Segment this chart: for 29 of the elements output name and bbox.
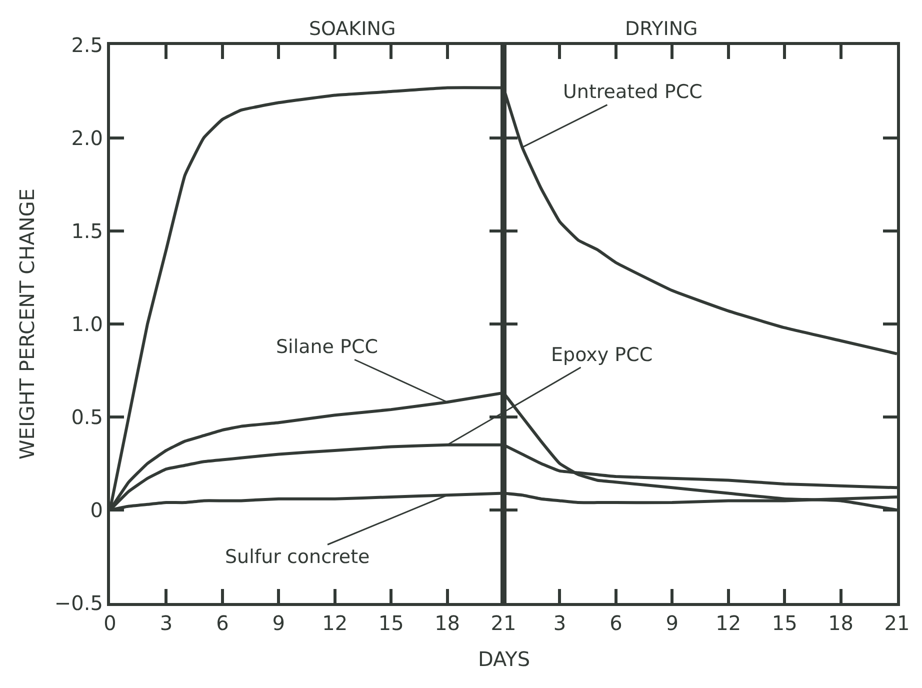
- x-tick-label: 15: [772, 611, 798, 635]
- text: Sulfur concrete: [225, 546, 370, 568]
- y-tick-label: 1.0: [71, 312, 103, 336]
- x-tick-label: 3: [553, 611, 566, 635]
- x-axis-title: DAYS: [478, 647, 530, 671]
- legend-label: Untreated PCC: [563, 81, 702, 103]
- chart-title: SOAKING: [309, 18, 396, 40]
- y-tick-label: −0.5: [54, 591, 103, 615]
- text: Epoxy PCC: [551, 344, 653, 366]
- x-tick-label: 9: [272, 611, 286, 635]
- x-tick-label: 21: [884, 611, 910, 635]
- x-tick-label: 12: [322, 611, 348, 635]
- y-tick-label: 2.5: [71, 33, 103, 57]
- y-tick-label: 0: [90, 498, 103, 522]
- text: Silane PCC: [276, 336, 378, 358]
- x-tick-label: 6: [216, 611, 229, 635]
- x-tick-label: 6: [610, 611, 622, 635]
- y-tick-label: 2.0: [71, 126, 103, 150]
- y-tick-label: 1.5: [71, 219, 103, 243]
- x-tick-label: 3: [160, 611, 173, 635]
- x-tick-label: 18: [828, 611, 854, 635]
- x-tick-label: 12: [716, 611, 742, 635]
- chart-title: DRYING: [625, 18, 698, 40]
- x-tick-label: 15: [378, 611, 404, 635]
- x-tick-label: 9: [666, 611, 679, 635]
- x-tick-label: 21: [490, 611, 516, 635]
- x-tick-label: 18: [434, 611, 460, 635]
- y-axis-title: WEIGHT PERCENT CHANGE: [14, 188, 39, 460]
- y-tick-label: 0.5: [71, 405, 103, 429]
